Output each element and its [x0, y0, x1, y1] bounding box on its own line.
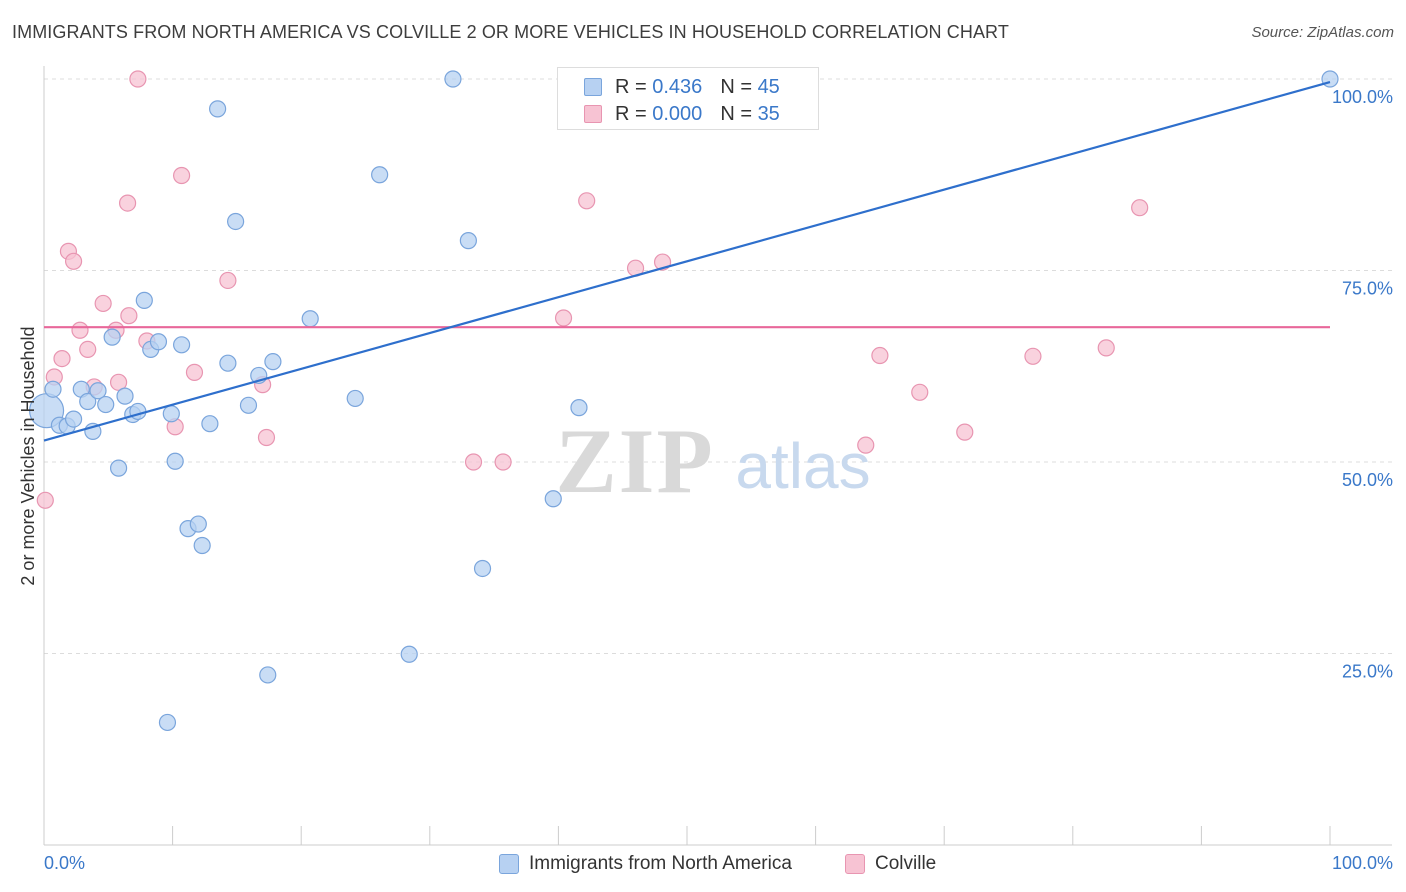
legend-swatch-pink [584, 105, 602, 123]
legend-row-colville: R = 0.000 N = 35 [584, 103, 780, 125]
immigrants-point [66, 411, 82, 427]
immigrants-point [545, 491, 561, 507]
immigrants-point [136, 292, 152, 308]
immigrants-point [265, 354, 281, 370]
legend-r-value: 0.436 [652, 76, 702, 99]
watermark: ZIP atlas [555, 410, 870, 512]
immigrants-point [163, 406, 179, 422]
colville-point [466, 454, 482, 470]
colville-point [37, 492, 53, 508]
colville-point [80, 341, 96, 357]
x-tick-label: 0.0% [44, 853, 85, 873]
immigrants-point [347, 390, 363, 406]
immigrants-point [260, 667, 276, 683]
colville-point [872, 348, 888, 364]
immigrants-point [98, 397, 114, 413]
correlation-legend: R = 0.436 N = 45 R = 0.000 N = 35 [557, 67, 819, 130]
gridlines [44, 79, 1392, 654]
immigrants-point [220, 355, 236, 371]
legend-r-value: 0.000 [652, 103, 702, 126]
legend-r-label: R = [615, 103, 647, 126]
watermark-atlas: atlas [735, 430, 870, 502]
legend-row-immigrants: R = 0.436 N = 45 [584, 76, 780, 98]
immigrants-point [117, 388, 133, 404]
colville-point [121, 308, 137, 324]
colville-point [556, 310, 572, 326]
axes [44, 66, 1392, 845]
colville-point [579, 193, 595, 209]
immigrants-point [460, 233, 476, 249]
immigrants-point [571, 400, 587, 416]
legend-n-value: 45 [758, 76, 780, 99]
immigrants-point [228, 213, 244, 229]
colville-point [186, 364, 202, 380]
legend-n-value: 35 [758, 103, 780, 126]
immigrants-point [302, 311, 318, 327]
immigrants-point [240, 397, 256, 413]
immigrants-point [45, 381, 61, 397]
colville-point [220, 272, 236, 288]
immigrants-point [210, 101, 226, 117]
immigrants-point [167, 453, 183, 469]
immigrants-point [150, 334, 166, 350]
immigrants-points [30, 71, 1338, 730]
colville-point [95, 295, 111, 311]
immigrants-point [190, 516, 206, 532]
immigrants-point [194, 537, 210, 553]
colville-point [72, 322, 88, 338]
series-swatch-blue [499, 854, 519, 874]
x-tick-label: 100.0% [1332, 853, 1393, 873]
legend-swatch-blue [584, 78, 602, 96]
colville-point [495, 454, 511, 470]
immigrants-point [372, 167, 388, 183]
y-axis-label: 2 or more Vehicles in Household [18, 326, 38, 585]
colville-point [54, 351, 70, 367]
colville-point [957, 424, 973, 440]
colville-point [258, 429, 274, 445]
series-swatch-pink [845, 854, 865, 874]
legend-n-label: N = [720, 103, 752, 126]
immigrants-point [475, 560, 491, 576]
y-tick-label: 100.0% [1332, 87, 1393, 107]
colville-point [130, 71, 146, 87]
y-tick-label: 50.0% [1342, 470, 1393, 490]
trend-lines [44, 82, 1330, 440]
immigrants-point [174, 337, 190, 353]
series-label-colville: Colville [875, 853, 936, 875]
series-legend-colville: Colville [845, 851, 936, 877]
legend-n-label: N = [720, 76, 752, 99]
immigrants-trend-line [44, 82, 1330, 440]
colville-point [1025, 348, 1041, 364]
legend-r-label: R = [615, 76, 647, 99]
y-tick-label: 25.0% [1342, 662, 1393, 682]
tick-labels: 25.0% 50.0% 75.0% 100.0% 0.0% 100.0% [44, 87, 1393, 873]
immigrants-point [445, 71, 461, 87]
series-label-immigrants: Immigrants from North America [529, 853, 792, 875]
immigrants-point [401, 646, 417, 662]
colville-point [858, 437, 874, 453]
watermark-zip: ZIP [555, 410, 714, 512]
colville-point [1132, 200, 1148, 216]
immigrants-point [104, 329, 120, 345]
colville-point [1098, 340, 1114, 356]
immigrants-point [202, 416, 218, 432]
colville-point [66, 253, 82, 269]
series-legend-immigrants: Immigrants from North America [499, 851, 792, 877]
colville-point [912, 384, 928, 400]
colville-point [120, 195, 136, 211]
y-tick-label: 75.0% [1342, 279, 1393, 299]
immigrants-point [111, 460, 127, 476]
colville-point [174, 168, 190, 184]
immigrants-point [159, 714, 175, 730]
scatter-chart: ZIP atlas 25.0% 50.0% 75.0% 100.0% 0.0% 100.0… [0, 0, 1406, 892]
